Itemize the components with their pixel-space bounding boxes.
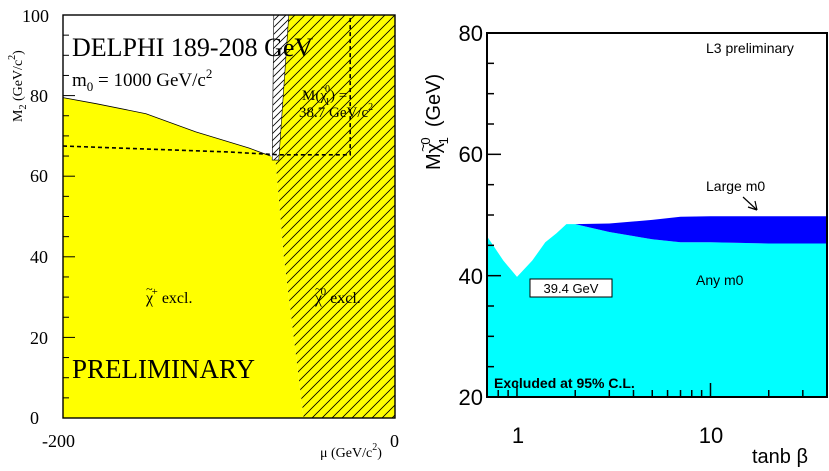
l3-ytick-80: 80 [459, 21, 483, 46]
chargino-boundary-line [62, 97, 271, 157]
l3-title: L3 preliminary [706, 40, 794, 56]
delphi-yticks [63, 14, 75, 419]
l3-xtick-1: 1 [512, 423, 524, 448]
l3-panel: L3 preliminary Large m0 Any m0 39.4 GeV … [415, 21, 828, 468]
delphi-ytick-60: 60 [30, 166, 48, 186]
delphi-ytick-0: 0 [30, 408, 39, 428]
delphi-contour-label-line1: M(χ~0 1) = [302, 82, 347, 108]
delphi-ytick-100: 100 [22, 6, 49, 26]
any-m0-label: Any m0 [696, 272, 744, 288]
l3-series [487, 216, 827, 397]
l3-ytick-20: 20 [459, 385, 483, 410]
delphi-title: DELPHI 189-208 GeV [72, 33, 313, 62]
delphi-regions [62, 14, 395, 418]
minimum-label-box [529, 278, 613, 298]
large-m0-area [575, 216, 827, 244]
delphi-subtitle: m0 = 1000 GeV/c2 [72, 66, 212, 94]
delphi-ytick-40: 40 [30, 247, 48, 267]
large-m0-arrow [742, 196, 758, 211]
any-m0-area [487, 224, 827, 397]
delphi-panel: DELPHI 189-208 GeV m0 = 1000 GeV/c2 M(χ~… [7, 6, 399, 461]
delphi-xtick-max: 0 [390, 431, 399, 451]
l3-ticks [486, 32, 828, 398]
minimum-label: 39.4 GeV [544, 281, 599, 296]
neutralino-excl-label: χ~0 excl. [314, 282, 361, 307]
excluded-label: Excluded at 95% C.L. [494, 375, 635, 391]
chargino-excl-label: χ~+ excl. [145, 282, 192, 307]
delphi-contour-label-line2: 38.7 GeV/c2 [299, 102, 373, 121]
neutralino-excl-region [275, 15, 395, 418]
l3-xlabel: tanb β [752, 446, 808, 468]
delphi-ytick-20: 20 [30, 328, 48, 348]
chargino-excl-region [63, 97, 304, 418]
l3-ylabel: Mχ~0 1(GeV) [415, 74, 451, 170]
l3-xtick-10: 10 [699, 423, 723, 448]
l3-ytick-40: 40 [459, 264, 483, 289]
large-m0-arrowhead [747, 200, 758, 211]
delphi-ytick-80: 80 [30, 86, 48, 106]
delphi-ylabel: M2 (GeV/c2) [7, 50, 29, 122]
large-m0-label: Large m0 [706, 178, 765, 194]
delphi-xlabel: μ (GeV/c2) [320, 442, 382, 461]
delphi-xtick-min: -200 [42, 431, 75, 451]
preliminary-label: PRELIMINARY [72, 354, 255, 384]
l3-ytick-60: 60 [459, 142, 483, 167]
